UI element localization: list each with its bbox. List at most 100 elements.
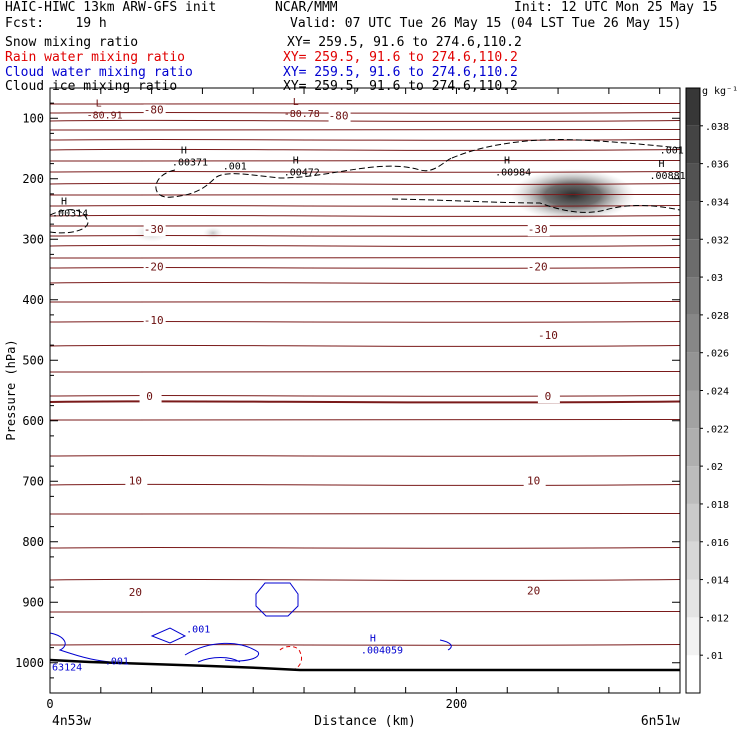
- rain-water-contour: [279, 646, 303, 671]
- colorbar-tick-label: .032: [705, 235, 729, 246]
- cloud-water-contour: [150, 627, 187, 644]
- isotherm-label: -10: [144, 314, 164, 327]
- isotherm: [50, 546, 680, 549]
- label-bg: [139, 391, 162, 404]
- colorbar-swatch: [686, 314, 700, 353]
- isotherm-label: 0: [545, 390, 552, 403]
- y-axis-label: Pressure (hPa): [4, 339, 18, 440]
- isotherm: [50, 611, 680, 613]
- isotherm-label: 10: [129, 474, 142, 487]
- contour-value-label: .001: [223, 162, 247, 173]
- colorbar-swatch: [686, 352, 700, 391]
- isotherm: [50, 281, 680, 285]
- cloud-water-contour: [439, 639, 452, 651]
- extremum-value: -80.91: [87, 110, 123, 121]
- y-tick-label: 800: [22, 535, 44, 549]
- ice-contour: [155, 157, 453, 198]
- y-tick-label: 1000: [15, 656, 44, 670]
- y-tick-label: 400: [22, 293, 44, 307]
- field-name-cloud-ice: Cloud ice mixing ratio: [5, 79, 178, 94]
- colorbar-swatch: [686, 428, 700, 467]
- label-bg: [143, 104, 166, 117]
- isotherm: [50, 371, 680, 373]
- isotherm: [50, 138, 680, 141]
- field-name-snow: Snow mixing ratio: [5, 35, 139, 50]
- y-tick-label: 100: [22, 111, 44, 125]
- x-tick-label: 200: [446, 697, 468, 711]
- isotherm-label: -20: [528, 261, 548, 274]
- colorbar-unit: g kg⁻¹: [702, 86, 738, 97]
- extremum-mark: H: [659, 159, 665, 170]
- valid-time: Valid: 07 UTC Tue 26 May 15 (04 LST Tue …: [290, 16, 682, 31]
- field-xy-cloud-ice: XY= 259.5, 91.6 to 274.6,110.2: [283, 79, 518, 94]
- label-bg: [537, 330, 560, 343]
- forecast-hour: Fcst: 19 h: [5, 16, 107, 31]
- extremum-value: .00984: [495, 168, 531, 179]
- isotherm: [50, 234, 680, 237]
- label-bg: [125, 475, 148, 488]
- extremum-value: .00314: [52, 208, 88, 219]
- colorbar-tick-label: .018: [705, 500, 729, 511]
- ice-contour: [451, 139, 680, 159]
- isotherm: [50, 160, 680, 162]
- colorbar: g kg⁻¹ .01 .012 .014 .016 .018 .02 .022 .024 .02…: [685, 86, 738, 694]
- label-bg: [125, 587, 148, 600]
- contour-value-label: .001: [660, 145, 684, 156]
- center-label: NCAR/MMM: [275, 0, 338, 15]
- isotherm: [50, 182, 680, 186]
- extremum-value: .00881: [650, 171, 686, 182]
- y-tick-label: 300: [22, 232, 44, 246]
- label-bg: [523, 585, 546, 598]
- isotherm: [50, 344, 680, 348]
- colorbar-tick-label: .016: [705, 538, 729, 549]
- isotherm: [50, 129, 680, 131]
- y-tick-label: 700: [22, 474, 44, 488]
- isotherm: [50, 148, 680, 152]
- isotherm: [50, 170, 680, 173]
- isotherm: [50, 483, 680, 487]
- isotherm: [50, 257, 680, 259]
- colorbar-swatch: [686, 277, 700, 315]
- colorbar-tick-label: .026: [705, 349, 729, 360]
- colorbar-tick-label: .01: [705, 651, 723, 662]
- extremum-value: -80.78: [284, 109, 320, 120]
- colorbar-tick-label: .028: [705, 311, 729, 322]
- isotherm: [50, 103, 680, 105]
- colorbar-tick-label: .02: [705, 462, 723, 473]
- contour-value-label: .001: [105, 657, 129, 668]
- colorbar-swatch: [686, 239, 700, 278]
- cloud-water-contours: [50, 582, 452, 663]
- colorbar-swatch: [686, 163, 700, 202]
- colorbar-swatch: [686, 88, 700, 126]
- isotherm-label: -30: [528, 223, 548, 236]
- isotherm-label: -20: [144, 261, 164, 274]
- surface-pressure-line: [49, 658, 680, 672]
- colorbar-tick-label: .024: [705, 387, 729, 398]
- x-start-location: 4n53w: [52, 714, 91, 729]
- cloud-water-contour: [197, 657, 241, 663]
- colorbar-swatch: [686, 466, 700, 504]
- isotherm: [50, 266, 680, 269]
- colorbar-swatch: [686, 617, 700, 656]
- isotherm: [50, 643, 680, 646]
- colorbar-tick-label: .03: [705, 273, 723, 284]
- label-bg: [527, 224, 550, 237]
- colorbar-swatch: [686, 390, 700, 429]
- extremum-mark: H: [181, 145, 187, 156]
- snow-weak-region: [203, 227, 223, 239]
- colorbar-tick-label: .022: [705, 424, 729, 435]
- extremum-mark: H: [504, 156, 510, 167]
- label-bg: [523, 475, 546, 488]
- cloud-water-contour: [50, 632, 111, 663]
- field-xy-cloud-water: XY= 259.5, 91.6 to 274.6,110.2: [283, 65, 518, 80]
- distance-axis: 0 200: [46, 88, 661, 711]
- isotherm: [50, 320, 680, 323]
- isotherm: [50, 204, 680, 207]
- label-bg: [537, 391, 560, 404]
- extremum-value: .00472: [284, 168, 320, 179]
- label-bg: [143, 224, 166, 237]
- isotherm-label: 0: [146, 390, 153, 403]
- y-tick-label: 600: [22, 414, 44, 428]
